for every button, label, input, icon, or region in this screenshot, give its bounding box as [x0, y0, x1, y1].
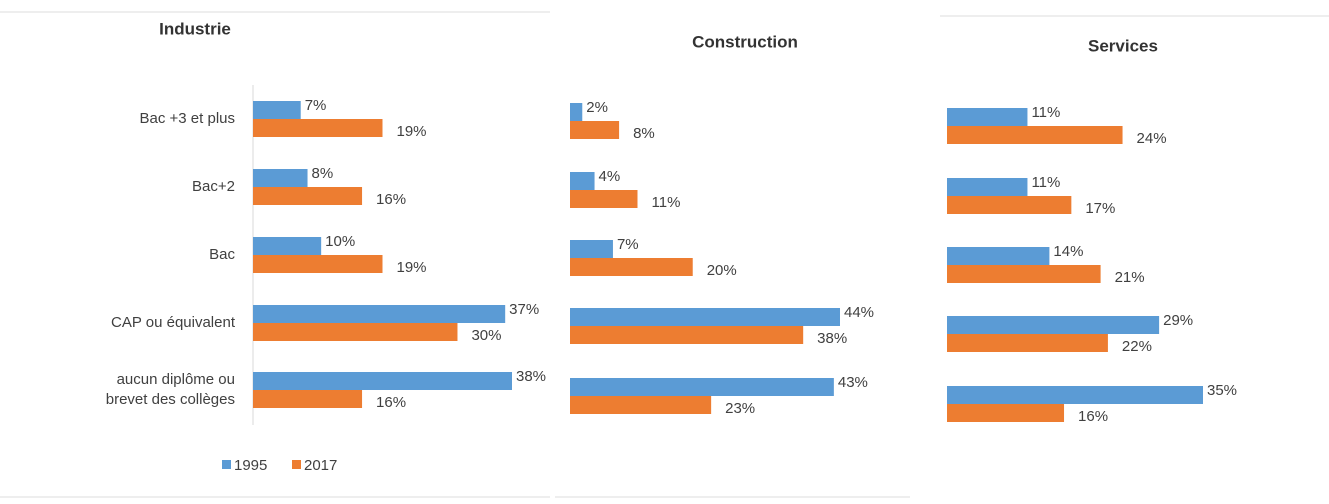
category-label: aucun diplôme ou brevet des collèges: [105, 371, 235, 408]
data-label: 11%: [652, 194, 681, 211]
bar: [253, 187, 363, 205]
bar: [570, 378, 834, 396]
bar: [253, 169, 308, 187]
data-label: 38%: [817, 330, 847, 347]
data-label: 8%: [633, 125, 655, 142]
data-label: 20%: [707, 262, 737, 279]
legend-label: 1995: [234, 457, 267, 474]
data-label: 22%: [1122, 338, 1152, 355]
data-label: 16%: [376, 191, 406, 208]
chart-title: Services: [1088, 36, 1158, 55]
bar: [253, 237, 322, 255]
data-label: 38%: [516, 368, 546, 385]
data-label: 7%: [305, 97, 327, 114]
bar: [947, 196, 1072, 214]
bar: [253, 372, 512, 390]
bar: [570, 326, 804, 344]
bar: [570, 396, 712, 414]
data-label: 10%: [325, 233, 355, 250]
bar: [947, 316, 1160, 334]
category-label: Bac: [209, 246, 235, 263]
data-label: 4%: [599, 168, 621, 185]
bar: [570, 172, 595, 190]
data-label: 19%: [397, 259, 427, 276]
bar: [947, 108, 1028, 126]
category-label: Bac+2: [192, 178, 235, 195]
data-label: 44%: [844, 304, 874, 321]
category-label: Bac +3 et plus: [139, 110, 235, 127]
bar: [253, 323, 458, 341]
data-label: 37%: [509, 301, 539, 318]
bar: [947, 247, 1050, 265]
bar: [947, 178, 1028, 196]
bar: [947, 265, 1101, 283]
data-label: 21%: [1115, 269, 1145, 286]
bar: [570, 240, 613, 258]
data-label: 16%: [376, 394, 406, 411]
bar: [253, 390, 363, 408]
data-label: 8%: [312, 165, 334, 182]
legend-label: 2017: [304, 457, 337, 474]
bar: [947, 334, 1108, 352]
category-label: CAP ou équivalent: [111, 314, 235, 331]
bar: [253, 255, 383, 273]
data-label: 11%: [1031, 174, 1060, 191]
data-label: 2%: [586, 99, 608, 116]
chart-title: Construction: [692, 32, 798, 51]
data-label: 11%: [1031, 104, 1060, 121]
data-label: 43%: [838, 374, 868, 391]
data-label: 23%: [725, 400, 755, 417]
data-label: 7%: [617, 236, 639, 253]
data-label: 17%: [1085, 200, 1115, 217]
bar: [947, 386, 1203, 404]
data-label: 29%: [1163, 312, 1193, 329]
data-label: 16%: [1078, 408, 1108, 425]
data-label: 24%: [1137, 130, 1167, 147]
bar: [947, 126, 1123, 144]
legend-swatch: [292, 460, 301, 469]
bar: [570, 121, 620, 139]
bar: [947, 404, 1065, 422]
bar: [253, 305, 506, 323]
bar: [253, 119, 383, 137]
data-label: 14%: [1053, 243, 1083, 260]
chart-title: Industrie: [159, 19, 231, 38]
data-label: 30%: [471, 327, 501, 344]
data-label: 35%: [1207, 382, 1237, 399]
bar: [570, 308, 840, 326]
bar: [253, 101, 301, 119]
data-label: 19%: [397, 123, 427, 140]
bar: [570, 190, 638, 208]
legend-swatch: [222, 460, 231, 469]
bar: [570, 103, 583, 121]
bar: [570, 258, 693, 276]
